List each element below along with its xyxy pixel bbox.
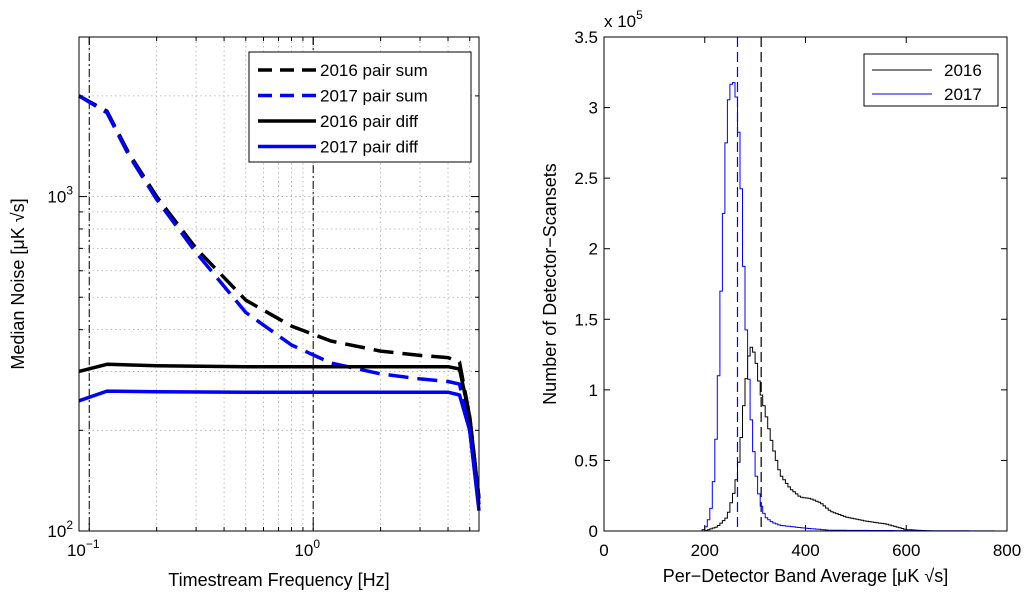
left-ylabel: Median Noise [μK √s] <box>8 198 28 369</box>
right-xtick-label-0: 0 <box>599 541 608 560</box>
right-legend-label-0: 2016 <box>944 61 982 80</box>
right-series <box>604 82 1007 532</box>
left-xtick-label-0: 10−1 <box>67 537 100 560</box>
right-xtick-label-3: 600 <box>892 541 920 560</box>
right-ytick-label-7: 3.5 <box>574 28 598 47</box>
right-xlabel: Per−Detector Band Average [μK √s] <box>663 566 949 586</box>
right-ytick-label-6: 3 <box>589 99 598 118</box>
left-legend-label-1: 2017 pair sum <box>320 87 428 106</box>
right-ytick-label-2: 1 <box>589 381 598 400</box>
left-series <box>78 94 481 511</box>
left-series-line-2 <box>78 362 481 499</box>
right-ytick-label-5: 2.5 <box>574 169 598 188</box>
right-ylabel: Number of Detector−Scansets <box>540 163 560 405</box>
left-ytick-label-0: 102 <box>47 518 73 541</box>
left-series-line-1 <box>78 94 481 505</box>
left-legend-label-3: 2017 pair diff <box>320 138 418 157</box>
right-xtick-label-4: 800 <box>993 541 1021 560</box>
right-xtick-label-1: 200 <box>691 541 719 560</box>
left-chart: 10−1 100 102 103 Timestream Frequency [Hz] Me… <box>8 36 481 590</box>
right-ytick-label-4: 2 <box>589 240 598 259</box>
left-xtick-label-1: 100 <box>294 537 320 560</box>
right-axes-frame <box>603 36 1008 532</box>
left-legend-label-2: 2016 pair diff <box>320 112 418 131</box>
right-series-hist-0 <box>604 346 1007 532</box>
right-ytick-label-1: 0.5 <box>574 451 598 470</box>
left-xlabel: Timestream Frequency [Hz] <box>168 570 389 590</box>
right-legend-label-1: 2017 <box>944 85 982 104</box>
right-multiplier-label: x 105 <box>604 8 643 31</box>
left-series-line-3 <box>78 389 481 511</box>
right-legend: 2016 2017 <box>863 53 999 107</box>
left-legend: 2016 pair sum 2017 pair sum 2016 pair diff… <box>248 51 472 163</box>
right-ytick-label-3: 1.5 <box>574 310 598 329</box>
right-series-hist-1 <box>604 82 1007 532</box>
left-ticks <box>79 37 479 531</box>
left-ytick-label-1: 103 <box>47 184 73 207</box>
right-legend-box <box>863 53 999 107</box>
right-xtick-label-2: 400 <box>791 541 819 560</box>
right-chart: 0 200 400 600 800 0 0.5 1 1.5 2 2.5 3 3.5 x 105 Per−De… <box>540 8 1021 586</box>
left-legend-label-0: 2016 pair sum <box>320 61 428 80</box>
right-ytick-label-0: 0 <box>589 522 598 541</box>
